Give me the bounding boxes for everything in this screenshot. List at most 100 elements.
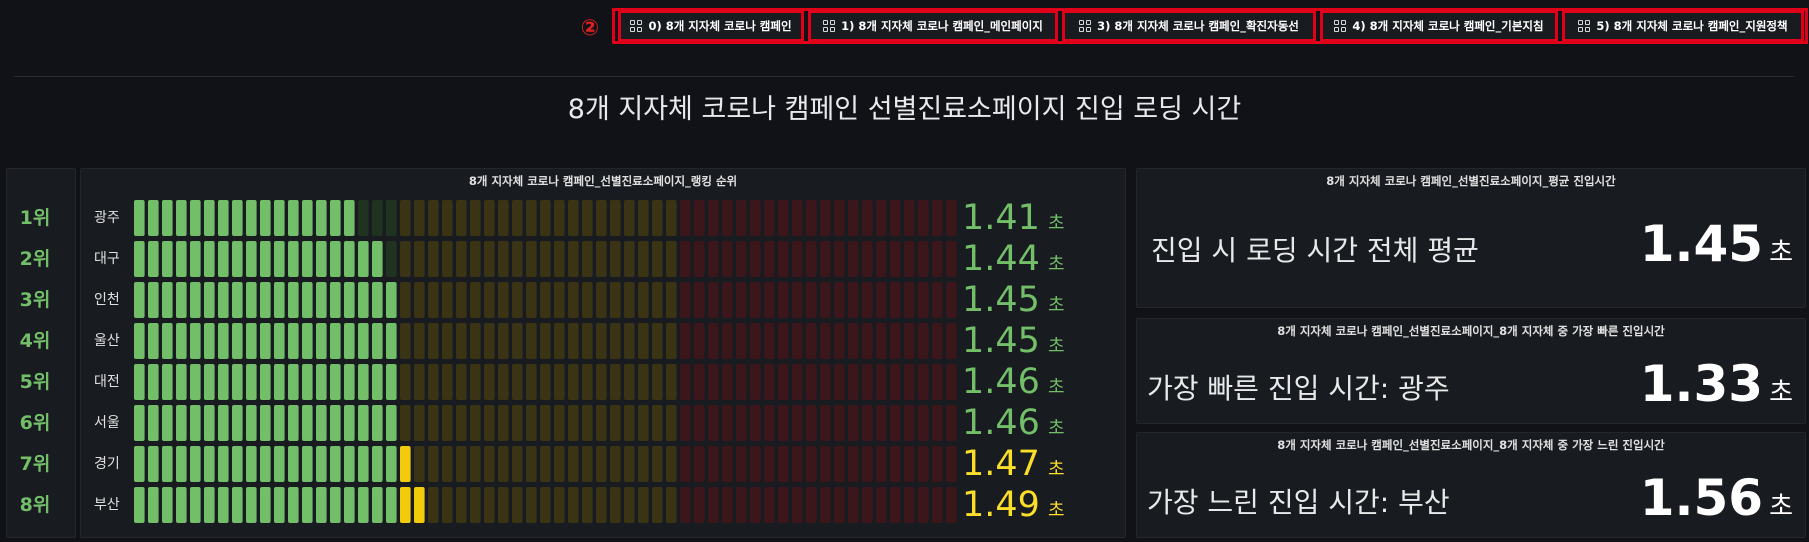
gauge-cell xyxy=(414,241,425,277)
gauge-cell-lit xyxy=(400,487,411,523)
gauge-cell-lit xyxy=(302,405,313,441)
gauge-cell-lit xyxy=(190,405,201,441)
gauge-cell xyxy=(484,446,495,482)
gauge-cell-lit xyxy=(176,487,187,523)
dashboard-link-3[interactable]: 3) 8개 지자체 코로나 캠페인_확진자동선 xyxy=(1062,10,1316,42)
gauge-cell-lit xyxy=(190,241,201,277)
dashboard-link-4[interactable]: 4) 8개 지자체 코로나 캠페인_기본지침 xyxy=(1320,10,1558,42)
gauge-cell xyxy=(680,364,691,400)
gauge-cell xyxy=(680,487,691,523)
stat-number: 1.33 xyxy=(1639,355,1764,413)
gauge-cell xyxy=(722,405,733,441)
gauge-cell xyxy=(400,200,411,236)
dashboard-link-5[interactable]: 5) 8개 지자체 코로나 캠페인_지원정책 xyxy=(1562,10,1804,42)
gauge-cell xyxy=(890,200,901,236)
gauge-cell-lit xyxy=(246,282,257,318)
gauge-cell-lit xyxy=(176,200,187,236)
row-title[interactable]: 8개 지자체 코로나 캠페인 선별진료소페이지 진입 로딩 시간 xyxy=(567,94,1242,125)
gauge-cell xyxy=(778,405,789,441)
gauge-cell-lit xyxy=(372,323,383,359)
gauge-cell xyxy=(778,364,789,400)
dashboard-grid-icon xyxy=(1578,20,1591,32)
gauge-cell xyxy=(778,200,789,236)
gauge-cell xyxy=(694,200,705,236)
gauge-cell xyxy=(876,282,887,318)
gauge-cell-lit xyxy=(204,405,215,441)
gauge-cell-lit xyxy=(162,200,173,236)
gauge-cell-lit xyxy=(260,282,271,318)
gauge-cell xyxy=(652,364,663,400)
gauge-cell-lit xyxy=(358,364,369,400)
gauge-cell xyxy=(848,364,859,400)
stat-panel-slowest[interactable]: 8개 지자체 코로나 캠페인_선별진료소페이지_8개 지자체 중 가장 느린 진… xyxy=(1136,432,1806,538)
gauge-cell xyxy=(834,200,845,236)
bar-gauge xyxy=(134,446,964,486)
rank-label: 2위 xyxy=(19,248,51,270)
gauge-cell-lit xyxy=(148,323,159,359)
gauge-cell-lit xyxy=(162,364,173,400)
gauge-cell xyxy=(722,241,733,277)
gauge-cell xyxy=(442,323,453,359)
gauge-cell xyxy=(862,323,873,359)
gauge-cell-lit xyxy=(344,323,355,359)
gauge-cell-lit xyxy=(274,200,285,236)
gauge-cell-lit xyxy=(260,323,271,359)
gauge-cell xyxy=(652,241,663,277)
loading-time-value: 1.47 초 xyxy=(962,444,1098,484)
gauge-cell xyxy=(498,323,509,359)
bar-gauge-svg xyxy=(134,487,957,523)
gauge-cell xyxy=(596,241,607,277)
gauge-cell-lit xyxy=(162,405,173,441)
gauge-cell xyxy=(708,282,719,318)
loading-time-number: 1.49 xyxy=(962,485,1040,525)
gauge-cell xyxy=(876,323,887,359)
gauge-cell-lit xyxy=(330,241,341,277)
gauge-cell xyxy=(680,241,691,277)
rank-label: 8위 xyxy=(19,494,51,516)
gauge-cell-lit xyxy=(232,323,243,359)
gauge-cell xyxy=(442,487,453,523)
gauge-cell xyxy=(932,446,943,482)
gauge-cell-lit xyxy=(176,282,187,318)
gauge-cell-lit xyxy=(260,241,271,277)
gauge-cell-lit xyxy=(246,405,257,441)
gauge-cell-lit xyxy=(330,487,341,523)
gauge-cell xyxy=(876,364,887,400)
gauge-cell xyxy=(918,446,929,482)
gauge-cell xyxy=(442,364,453,400)
gauge-cell xyxy=(526,323,537,359)
gauge-cell xyxy=(736,200,747,236)
stat-panel-fastest[interactable]: 8개 지자체 코로나 캠페인_선별진료소페이지_8개 지자체 중 가장 빠른 진… xyxy=(1136,318,1806,424)
gauge-cell xyxy=(904,282,915,318)
gauge-cell xyxy=(666,487,677,523)
gauge-cell-lit xyxy=(246,446,257,482)
gauge-cell xyxy=(932,282,943,318)
gauge-cell xyxy=(708,364,719,400)
gauge-cell xyxy=(512,323,523,359)
gauge-cell xyxy=(484,405,495,441)
gauge-cell xyxy=(876,241,887,277)
gauge-cell xyxy=(722,364,733,400)
gauge-cell xyxy=(694,364,705,400)
gauge-cell-lit xyxy=(414,487,425,523)
gauge-cell-lit xyxy=(330,405,341,441)
gauge-cell xyxy=(568,282,579,318)
gauge-cell-lit xyxy=(358,282,369,318)
dashboard-link-1[interactable]: 1) 8개 지자체 코로나 캠페인_메인페이지 xyxy=(808,10,1058,42)
gauge-cell xyxy=(554,364,565,400)
gauge-cell xyxy=(694,323,705,359)
loading-time-number: 1.45 xyxy=(962,321,1040,361)
gauge-cell xyxy=(428,364,439,400)
gauge-cell xyxy=(778,323,789,359)
gauge-cell-lit xyxy=(190,487,201,523)
gauge-cell-lit xyxy=(218,405,229,441)
gauge-cell xyxy=(736,446,747,482)
stat-panel-average[interactable]: 8개 지자체 코로나 캠페인_선별진료소페이지_평균 진입시간 진입 시 로딩 … xyxy=(1136,168,1806,308)
dashboard-link-0[interactable]: 0) 8개 지자체 코로나 캠페인 xyxy=(618,10,804,42)
gauge-cell xyxy=(666,323,677,359)
gauge-cell-lit xyxy=(176,405,187,441)
gauge-cell-lit xyxy=(162,446,173,482)
gauge-cell xyxy=(554,405,565,441)
gauge-cell xyxy=(610,487,621,523)
gauge-cell xyxy=(652,200,663,236)
